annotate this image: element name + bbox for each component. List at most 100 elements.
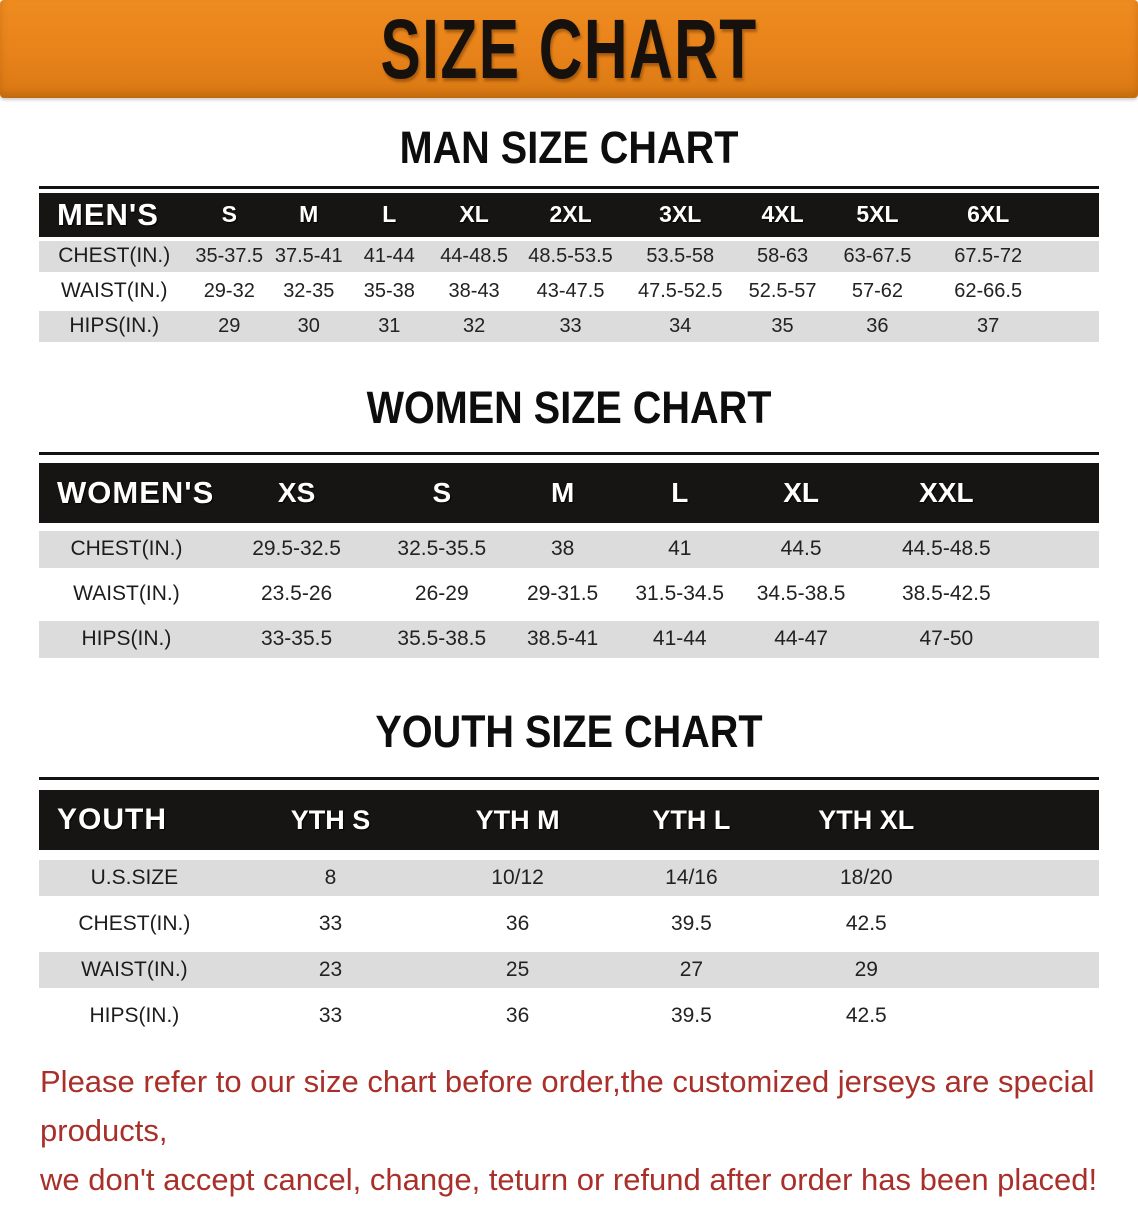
youth-size-table: YOUTH YTH S YTH M YTH L YTH XL U.S.SIZE …: [39, 777, 1099, 1044]
table-cell: 26-29: [379, 575, 505, 613]
women-column-header: XL: [738, 462, 864, 523]
table-cell: 33: [229, 906, 432, 943]
man-section-title: MAN SIZE CHART: [399, 122, 739, 173]
table-cell: 58-63: [737, 240, 828, 272]
table-cell: 57-62: [827, 275, 928, 307]
row-label: CHEST(IN.): [39, 240, 190, 272]
table-cell: 42.5: [778, 998, 954, 1035]
row-label: CHEST(IN.): [39, 906, 230, 943]
table-cell: 36: [431, 906, 604, 943]
women-waist-row: WAIST(IN.) 23.5-26 26-29 29-31.5 31.5-34…: [39, 575, 1099, 613]
women-size-table: WOMEN'S XS S M L XL XXL CHEST(IN.) 29.5-…: [39, 451, 1099, 666]
youth-column-filler: [953, 790, 1099, 851]
table-cell: 48.5-53.5: [518, 240, 624, 272]
table-cell-filler: [1049, 240, 1099, 272]
men-header-row: MEN'S S M L XL 2XL 3XL 4XL 5XL 6XL: [39, 192, 1099, 237]
table-cell: 38: [504, 530, 621, 568]
table-cell: 44.5: [738, 530, 864, 568]
men-column-header: S: [189, 192, 270, 237]
table-cell: 53.5-58: [623, 240, 738, 272]
youth-size-section: YOUTH SIZE CHART YOUTH YTH S YTH M YTH L…: [0, 706, 1138, 1045]
table-cell: 44-48.5: [430, 240, 519, 272]
table-cell: 62-66.5: [927, 275, 1050, 307]
table-cell-filler: [1029, 575, 1099, 613]
table-cell: 39.5: [603, 998, 779, 1035]
table-cell: 30: [269, 310, 349, 342]
disclaimer-line2: we don't accept cancel, change, teturn o…: [40, 1162, 1098, 1198]
table-cell-filler: [1049, 310, 1099, 342]
men-hips-row: HIPS(IN.) 29 30 31 32 33 34 35 36 37: [39, 310, 1099, 342]
youth-chest-row: CHEST(IN.) 33 36 39.5 42.5: [39, 906, 1099, 943]
table-cell: 29-31.5: [504, 575, 621, 613]
table-cell: 33: [518, 310, 624, 342]
women-chest-row: CHEST(IN.) 29.5-32.5 32.5-35.5 38 41 44.…: [39, 530, 1099, 568]
table-cell: 23.5-26: [213, 575, 380, 613]
youth-waist-row: WAIST(IN.) 23 25 27 29: [39, 952, 1099, 989]
women-table-label: WOMEN'S: [39, 462, 214, 523]
row-label: WAIST(IN.): [39, 275, 190, 307]
row-label: HIPS(IN.): [39, 310, 190, 342]
disclaimer-line1: Please refer to our size chart before or…: [40, 1064, 1095, 1149]
women-column-header: XS: [213, 462, 380, 523]
row-label: HIPS(IN.): [39, 620, 214, 658]
table-cell-filler: [953, 906, 1099, 943]
table-cell-filler: [1029, 530, 1099, 568]
row-label: WAIST(IN.): [39, 952, 230, 989]
women-header-row: WOMEN'S XS S M L XL XXL: [39, 462, 1099, 523]
men-waist-row: WAIST(IN.) 29-32 32-35 35-38 38-43 43-47…: [39, 275, 1099, 307]
table-cell: 47-50: [863, 620, 1030, 658]
men-column-header: 5XL: [827, 192, 928, 237]
women-column-header: XXL: [863, 462, 1030, 523]
banner-title: SIZE CHART: [380, 2, 758, 96]
men-column-header: M: [269, 192, 349, 237]
table-cell-filler: [953, 998, 1099, 1035]
table-cell: 31.5-34.5: [620, 575, 739, 613]
table-cell: 33-35.5: [213, 620, 380, 658]
table-cell: 10/12: [431, 860, 604, 897]
table-cell: 35.5-38.5: [379, 620, 505, 658]
men-column-filler: [1049, 192, 1099, 237]
table-cell: 37.5-41: [269, 240, 349, 272]
men-column-header: XL: [430, 192, 519, 237]
men-column-header: L: [348, 192, 431, 237]
row-label: U.S.SIZE: [39, 860, 230, 897]
women-column-header: L: [620, 462, 739, 523]
table-cell: 25: [431, 952, 604, 989]
men-column-header: 3XL: [623, 192, 738, 237]
table-cell: 34.5-38.5: [738, 575, 864, 613]
men-table-label: MEN'S: [39, 192, 190, 237]
youth-header-row: YOUTH YTH S YTH M YTH L YTH XL: [39, 790, 1099, 851]
women-size-section: WOMEN SIZE CHART WOMEN'S XS S M L XL XXL: [0, 382, 1138, 666]
table-cell: 23: [229, 952, 432, 989]
table-cell: 35: [737, 310, 828, 342]
table-cell: 43-47.5: [518, 275, 624, 307]
table-cell: 47.5-52.5: [623, 275, 738, 307]
men-column-header: 4XL: [737, 192, 828, 237]
table-cell: 41: [620, 530, 739, 568]
men-column-header: 2XL: [518, 192, 624, 237]
men-column-header: 6XL: [927, 192, 1050, 237]
table-cell: 44.5-48.5: [863, 530, 1030, 568]
table-cell-filler: [1049, 275, 1099, 307]
table-cell: 29: [778, 952, 954, 989]
table-cell: 32: [430, 310, 519, 342]
table-cell-filler: [953, 952, 1099, 989]
youth-column-header: YTH L: [603, 790, 779, 851]
table-cell: 33: [229, 998, 432, 1035]
table-cell: 34: [623, 310, 738, 342]
table-cell: 31: [348, 310, 431, 342]
table-cell: 37: [927, 310, 1050, 342]
table-cell: 8: [229, 860, 432, 897]
table-cell-filler: [1029, 620, 1099, 658]
table-cell: 41-44: [348, 240, 431, 272]
table-cell: 35-37.5: [189, 240, 270, 272]
youth-column-header: YTH XL: [778, 790, 954, 851]
table-cell: 41-44: [620, 620, 739, 658]
youth-column-header: YTH S: [229, 790, 432, 851]
women-column-header: M: [504, 462, 621, 523]
women-hips-row: HIPS(IN.) 33-35.5 35.5-38.5 38.5-41 41-4…: [39, 620, 1099, 658]
table-cell: 52.5-57: [737, 275, 828, 307]
women-column-filler: [1029, 462, 1099, 523]
men-size-table: MEN'S S M L XL 2XL 3XL 4XL 5XL 6XL CHEST…: [39, 185, 1099, 346]
men-chest-row: CHEST(IN.) 35-37.5 37.5-41 41-44 44-48.5…: [39, 240, 1099, 272]
